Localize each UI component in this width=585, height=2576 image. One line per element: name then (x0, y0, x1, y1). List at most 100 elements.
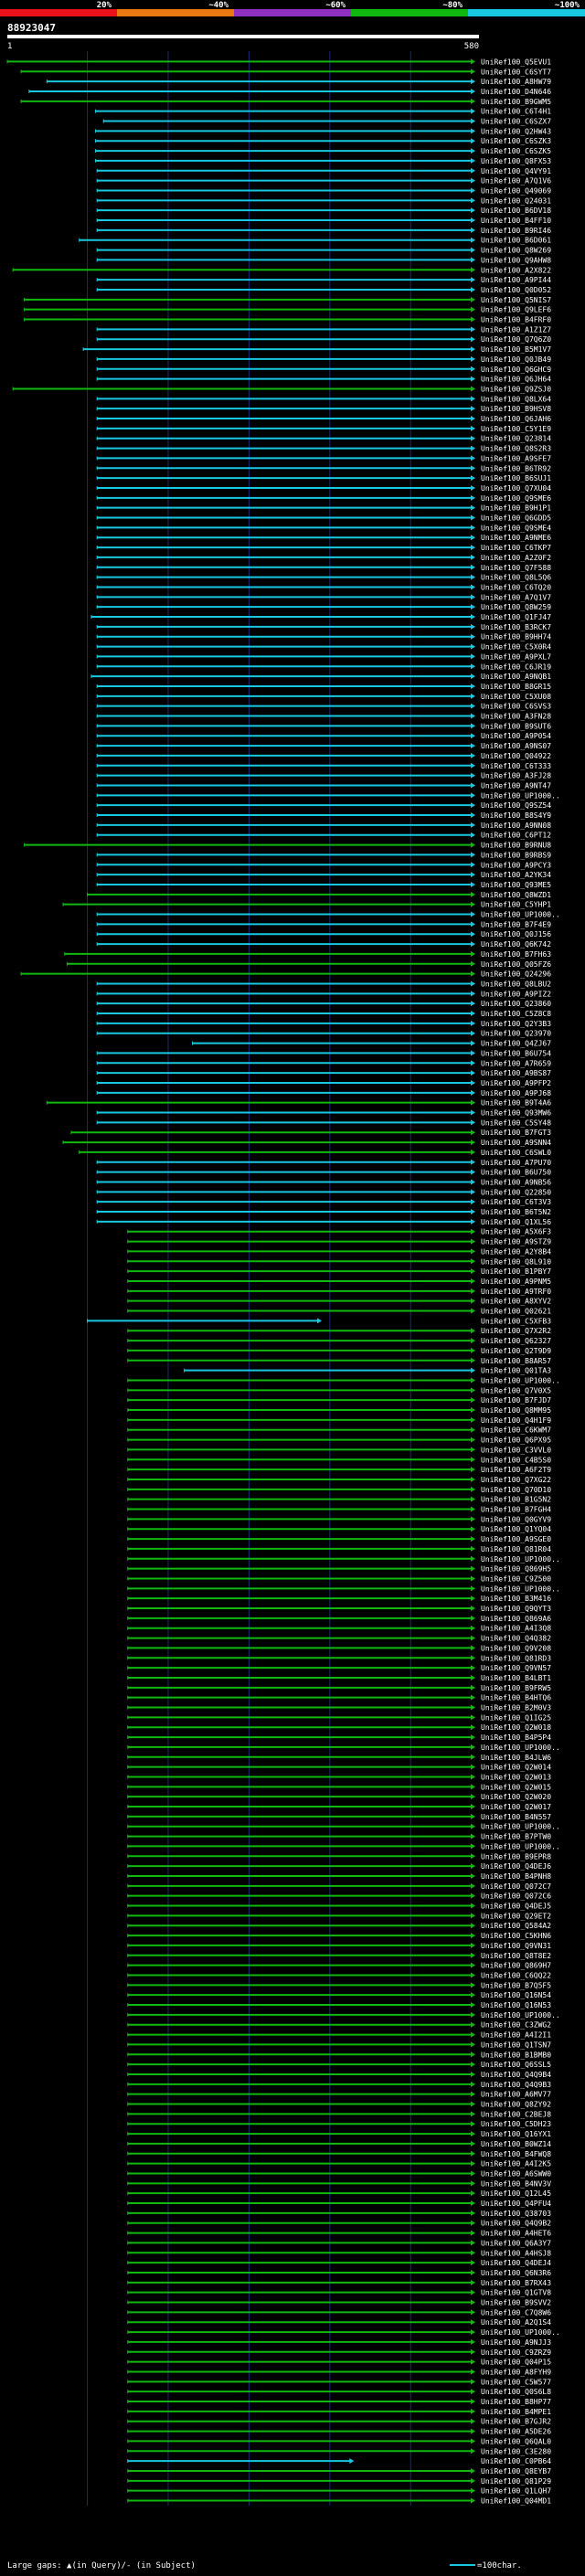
hit-label[interactable]: UniRef100_C5SY48 (481, 1118, 551, 1127)
hit-label[interactable]: UniRef100_Q62327 (481, 1337, 551, 1345)
hit-label[interactable]: UniRef100_Q6QAL0 (481, 2437, 551, 2445)
hit-label[interactable]: UniRef100_B7GJR2 (481, 2418, 551, 2426)
hit-label[interactable]: UniRef100_A9NME6 (481, 534, 551, 542)
hit-label[interactable]: UniRef100_A8FYH9 (481, 2368, 551, 2376)
hit-label[interactable]: UniRef100_UP1000.. (481, 2011, 560, 2019)
hit-label[interactable]: UniRef100_Q9SZ54 (481, 801, 551, 810)
hit-label[interactable]: UniRef100_Q6A3Y7 (481, 2239, 551, 2247)
hit-label[interactable]: UniRef100_B9T4A6 (481, 1099, 551, 1108)
hit-label[interactable]: UniRef100_Q1TSN7 (481, 2041, 551, 2049)
hit-label[interactable]: UniRef100_A6MV77 (481, 2091, 551, 2099)
hit-label[interactable]: UniRef100_A4HSJ8 (481, 2249, 551, 2257)
hit-label[interactable]: UniRef100_A9PI44 (481, 276, 551, 284)
hit-label[interactable]: UniRef100_Q072C7 (481, 1882, 551, 1891)
hit-label[interactable]: UniRef100_Q4DEJ6 (481, 1862, 551, 1871)
hit-label[interactable]: UniRef100_B9SVV2 (481, 2299, 551, 2307)
hit-label[interactable]: UniRef100_B9FRW5 (481, 1684, 551, 1692)
hit-label[interactable]: UniRef100_Q93MW6 (481, 1109, 551, 1118)
hit-label[interactable]: UniRef100_Q9LEF6 (481, 306, 551, 314)
hit-label[interactable]: UniRef100_Q584A2 (481, 1922, 551, 1930)
hit-label[interactable]: UniRef100_B9GWM5 (481, 98, 551, 106)
hit-label[interactable]: UniRef100_B7F4E9 (481, 920, 551, 928)
hit-label[interactable]: UniRef100_C4B5S0 (481, 1456, 551, 1464)
hit-label[interactable]: UniRef100_Q24031 (481, 196, 551, 205)
hit-label[interactable]: UniRef100_Q04922 (481, 752, 551, 760)
hit-label[interactable]: UniRef100_Q869H5 (481, 1565, 551, 1574)
hit-label[interactable]: UniRef100_A9PXL7 (481, 652, 551, 661)
hit-label[interactable]: UniRef100_B1G5N2 (481, 1496, 551, 1504)
hit-label[interactable]: UniRef100_C7Q8W6 (481, 2308, 551, 2316)
hit-label[interactable]: UniRef100_C6SZK3 (481, 137, 551, 145)
hit-label[interactable]: UniRef100_Q04MD1 (481, 2497, 551, 2506)
hit-label[interactable]: UniRef100_Q38703 (481, 2210, 551, 2218)
hit-label[interactable]: UniRef100_UP1000.. (481, 791, 560, 800)
hit-label[interactable]: UniRef100_Q6JAH6 (481, 415, 551, 423)
hit-label[interactable]: UniRef100_B2M0V3 (481, 1704, 551, 1712)
hit-label[interactable]: UniRef100_Q22850 (481, 1188, 551, 1196)
hit-label[interactable]: UniRef100_Q81RD3 (481, 1654, 551, 1662)
hit-label[interactable]: UniRef100_Q8FX53 (481, 157, 551, 165)
hit-label[interactable]: UniRef100_Q2W014 (481, 1764, 551, 1772)
hit-label[interactable]: UniRef100_UP1000.. (481, 1744, 560, 1752)
hit-label[interactable]: UniRef100_Q4Q382 (481, 1635, 551, 1643)
hit-label[interactable]: UniRef100_B7PTW0 (481, 1833, 551, 1841)
hit-label[interactable]: UniRef100_UP1000.. (481, 911, 560, 919)
hit-label[interactable]: UniRef100_Q4DEJ4 (481, 2259, 551, 2267)
hit-label[interactable]: UniRef100_A8HW79 (481, 78, 551, 86)
hit-label[interactable]: UniRef100_C6T3V3 (481, 1198, 551, 1206)
hit-label[interactable]: UniRef100_B9HSV8 (481, 405, 551, 413)
hit-label[interactable]: UniRef100_C6T333 (481, 762, 551, 770)
hit-label[interactable]: UniRef100_Q8W269 (481, 247, 551, 255)
hit-label[interactable]: UniRef100_Q24296 (481, 970, 551, 979)
hit-label[interactable]: UniRef100_A9NS07 (481, 742, 551, 750)
hit-label[interactable]: UniRef100_Q7Q6Z0 (481, 335, 551, 344)
hit-label[interactable]: UniRef100_C9ZRZ9 (481, 2348, 551, 2357)
hit-label[interactable]: UniRef100_A2Q1S4 (481, 2318, 551, 2327)
hit-label[interactable]: UniRef100_Q2W018 (481, 1723, 551, 1732)
hit-label[interactable]: UniRef100_Q5NIS7 (481, 296, 551, 304)
hit-label[interactable]: UniRef100_A4I2K5 (481, 2160, 551, 2168)
hit-label[interactable]: UniRef100_Q4ZJ67 (481, 1040, 551, 1048)
hit-label[interactable]: UniRef100_A9PFP2 (481, 1079, 551, 1087)
hit-label[interactable]: UniRef100_A9NT47 (481, 781, 551, 790)
hit-label[interactable]: UniRef100_Q2Y3B3 (481, 1020, 551, 1028)
hit-label[interactable]: UniRef100_A7PU70 (481, 1159, 551, 1167)
hit-label[interactable]: UniRef100_UP1000.. (481, 1555, 560, 1564)
hit-label[interactable]: UniRef100_B6DV18 (481, 207, 551, 215)
hit-label[interactable]: UniRef100_Q9QYT3 (481, 1605, 551, 1613)
hit-label[interactable]: UniRef100_B8HP77 (481, 2398, 551, 2406)
hit-label[interactable]: UniRef100_B6T5N2 (481, 1208, 551, 1216)
hit-label[interactable]: UniRef100_Q8LBU2 (481, 980, 551, 988)
hit-label[interactable]: UniRef100_B5M1V7 (481, 345, 551, 354)
hit-label[interactable]: UniRef100_Q70D10 (481, 1486, 551, 1494)
hit-label[interactable]: UniRef100_A9NN08 (481, 822, 551, 830)
hit-label[interactable]: UniRef100_A4I2I1 (481, 2031, 551, 2040)
hit-label[interactable]: UniRef100_Q8MM95 (481, 1406, 551, 1415)
hit-label[interactable]: UniRef100_B7FH63 (481, 950, 551, 959)
hit-label[interactable]: UniRef100_Q6GHC9 (481, 366, 551, 374)
hit-label[interactable]: UniRef100_B9RBS9 (481, 851, 551, 859)
hit-label[interactable]: UniRef100_UP1000.. (481, 2328, 560, 2337)
hit-label[interactable]: UniRef100_Q8ZY92 (481, 2101, 551, 2109)
hit-label[interactable]: UniRef100_A7Q1V7 (481, 593, 551, 601)
hit-label[interactable]: UniRef100_C6SVS3 (481, 703, 551, 711)
hit-label[interactable]: UniRef100_B9SUT6 (481, 722, 551, 730)
hit-label[interactable]: UniRef100_A2YK34 (481, 871, 551, 879)
hit-label[interactable]: UniRef100_Q7XU04 (481, 484, 551, 493)
hit-label[interactable]: UniRef100_A9BS87 (481, 1069, 551, 1077)
hit-label[interactable]: UniRef100_Q9AHW8 (481, 256, 551, 264)
hit-label[interactable]: UniRef100_Q8L5Q6 (481, 574, 551, 582)
hit-label[interactable]: UniRef100_Q869A6 (481, 1615, 551, 1623)
hit-label[interactable]: UniRef100_Q81R04 (481, 1545, 551, 1553)
hit-label[interactable]: UniRef100_A9TRF0 (481, 1288, 551, 1296)
hit-label[interactable]: UniRef100_A6F2T9 (481, 1466, 551, 1474)
hit-label[interactable]: UniRef100_B3RCK7 (481, 623, 551, 631)
hit-label[interactable]: UniRef100_A9PJ68 (481, 1089, 551, 1097)
hit-label[interactable]: UniRef100_C9Z500 (481, 1574, 551, 1583)
hit-label[interactable]: UniRef100_Q9V208 (481, 1644, 551, 1652)
hit-label[interactable]: UniRef100_A9NB56 (481, 1178, 551, 1186)
hit-label[interactable]: UniRef100_B9EPR8 (481, 1852, 551, 1860)
hit-label[interactable]: UniRef100_A5DE26 (481, 2428, 551, 2436)
hit-label[interactable]: UniRef100_Q8L910 (481, 1257, 551, 1266)
hit-label[interactable]: UniRef100_B8GR15 (481, 683, 551, 691)
